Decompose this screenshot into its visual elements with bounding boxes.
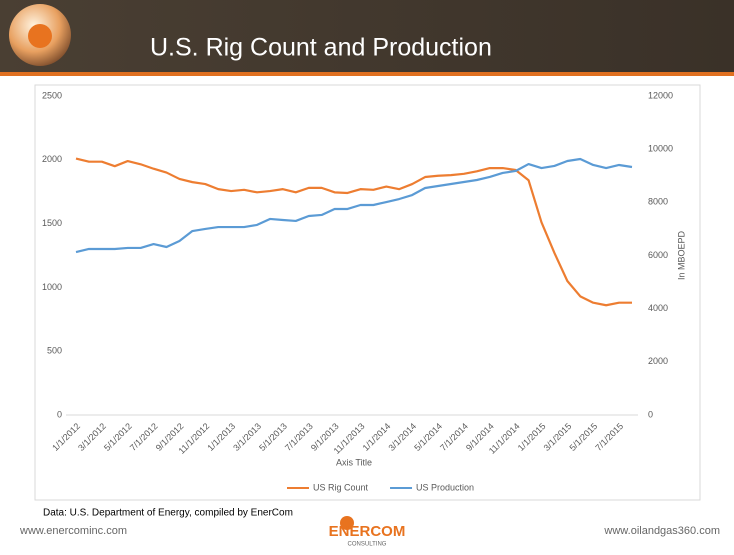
legend-label: US Production <box>416 482 474 492</box>
x-axis-title: Axis Title <box>336 457 372 467</box>
footer-left: www.enercominc.com <box>19 525 127 537</box>
footer <box>0 520 734 550</box>
y-tick-label: 1500 <box>42 218 62 228</box>
header-rule <box>0 72 734 76</box>
footer-right: www.oilandgas360.com <box>603 525 720 537</box>
y-tick-label: 2500 <box>42 90 62 100</box>
chart-frame <box>34 84 701 501</box>
series-line <box>75 157 633 254</box>
legend-label: US Rig Count <box>313 482 369 492</box>
y2-axis-title: In MBOEPD <box>676 230 686 280</box>
y2-tick-label: 10000 <box>648 144 673 154</box>
y2-tick-label: 2000 <box>648 356 668 366</box>
y2-tick-label: 4000 <box>648 303 668 313</box>
y2-tick-label: 0 <box>648 409 653 419</box>
header-logo-sun <box>28 24 52 48</box>
y2-tick-label: 6000 <box>648 250 668 260</box>
source-note: Data: U.S. Department of Energy, compile… <box>43 508 293 519</box>
header-band <box>0 0 734 72</box>
y-tick-label: 1000 <box>42 282 62 292</box>
footer-logo: ENERCOM <box>329 523 406 540</box>
series-line <box>75 157 632 307</box>
y-tick-label: 2000 <box>42 154 62 164</box>
footer-logo-sun <box>340 516 354 530</box>
footer-logo-sub: CONSULTING <box>348 542 387 548</box>
slide-title: U.S. Rig Count and Production <box>150 34 492 62</box>
y2-tick-label: 12000 <box>648 90 673 100</box>
y2-tick-label: 8000 <box>648 197 668 207</box>
y-tick-label: 500 <box>47 346 62 356</box>
y-tick-label: 0 <box>57 409 62 419</box>
